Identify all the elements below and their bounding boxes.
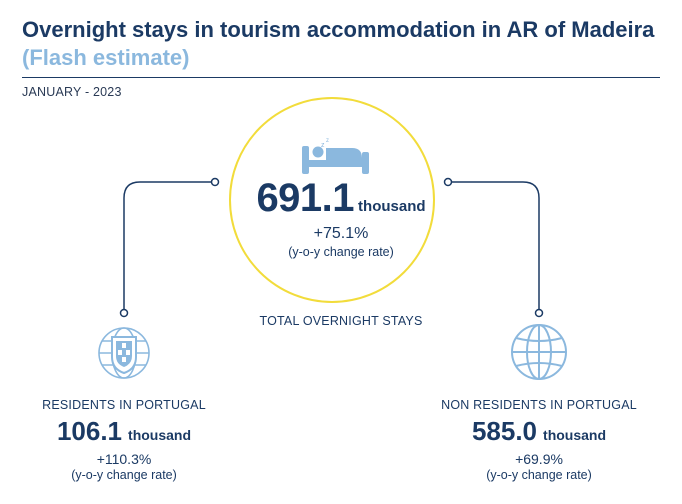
total-highlight-circle xyxy=(229,97,435,303)
residents-panel: RESIDENTS IN PORTUGAL 106.1 thousand +110… xyxy=(24,398,224,482)
left-connector xyxy=(119,177,220,318)
title-line-2: (Flash estimate) xyxy=(22,45,190,70)
non-residents-change-note: (y-o-y change rate) xyxy=(486,468,592,482)
residents-label: RESIDENTS IN PORTUGAL xyxy=(42,398,206,412)
svg-text:z: z xyxy=(321,142,325,149)
total-change-rate: +75.1% xyxy=(313,225,369,242)
portugal-coat-of-arms-icon xyxy=(98,327,150,379)
residents-value-block: 106.1 thousand xyxy=(24,416,224,447)
right-connector xyxy=(443,177,544,318)
non-residents-value: 585.0 xyxy=(471,416,538,446)
non-residents-unit: thousand xyxy=(543,427,607,443)
residents-value: 106.1 xyxy=(56,416,123,446)
residents-unit: thousand xyxy=(128,427,192,443)
svg-text:z: z xyxy=(326,138,329,144)
period-label: JANUARY - 2023 xyxy=(22,85,122,99)
bed-icon: z z xyxy=(302,138,369,174)
total-value-block: 691.1 thousand xyxy=(0,176,682,221)
non-residents-value-block: 585.0 thousand xyxy=(424,416,654,447)
total-value: 691.1 xyxy=(256,176,355,220)
residents-change-rate: +110.3% xyxy=(96,451,152,467)
non-residents-panel: NON RESIDENTS IN PORTUGAL 585.0 thousand … xyxy=(424,398,654,482)
total-unit: thousand xyxy=(358,198,426,215)
non-residents-change-rate: +69.9% xyxy=(515,451,563,467)
title-line-1: Overnight stays in tourism accommodation… xyxy=(22,17,655,42)
total-change-note: (y-o-y change rate) xyxy=(288,245,394,259)
globe-icon xyxy=(511,324,567,380)
residents-change-note: (y-o-y change rate) xyxy=(71,468,177,482)
page-title: Overnight stays in tourism accommodation… xyxy=(22,16,654,72)
total-label: TOTAL OVERNIGHT STAYS xyxy=(259,314,423,328)
title-divider xyxy=(22,77,660,78)
non-residents-label: NON RESIDENTS IN PORTUGAL xyxy=(441,398,637,412)
